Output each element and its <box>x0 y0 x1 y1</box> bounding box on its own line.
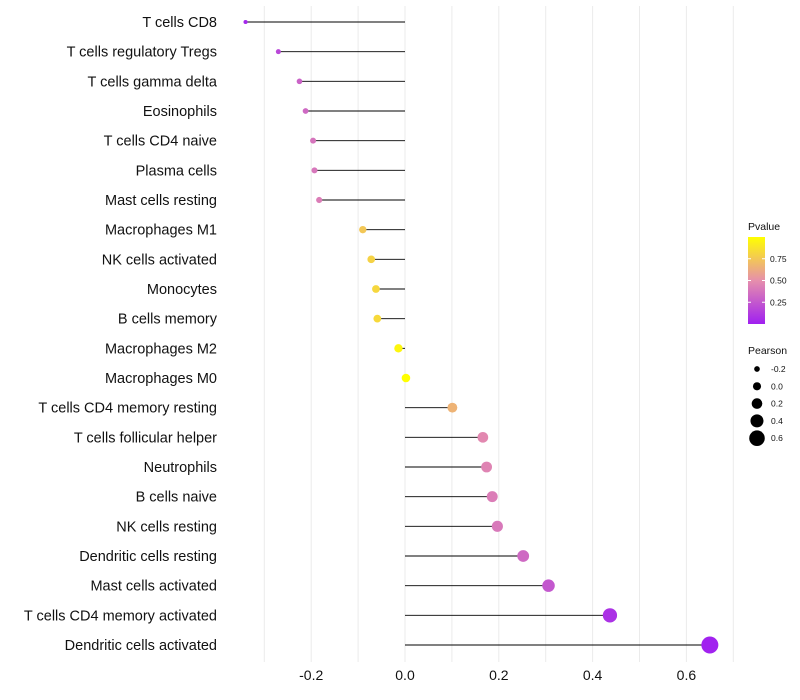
data-point <box>447 402 458 413</box>
x-tick-label: 0.0 <box>395 667 415 683</box>
pearson-legend-title: Pearson <box>748 345 787 357</box>
category-label: T cells CD8 <box>142 15 217 31</box>
x-axis-ticks: -0.2 0.0 0.2 0.4 0.6 <box>299 667 696 683</box>
category-label: Macrophages M1 <box>105 223 217 239</box>
data-point <box>296 78 303 85</box>
data-point <box>243 19 248 25</box>
size-legend-label: 0.6 <box>771 433 783 443</box>
category-label: T cells follicular helper <box>74 430 217 446</box>
colorbar-tick-label: 0.75 <box>770 254 787 264</box>
size-legend-label: 0.0 <box>771 381 783 391</box>
category-label: Eosinophils <box>143 104 217 120</box>
data-point <box>359 225 367 234</box>
data-point <box>477 431 489 443</box>
point-layer <box>243 19 719 654</box>
category-label: T cells regulatory Tregs <box>67 45 217 61</box>
size-legend-label: 0.2 <box>771 399 783 409</box>
data-point <box>701 636 719 654</box>
data-point <box>311 167 318 174</box>
x-tick-label: 0.4 <box>583 667 603 683</box>
data-point <box>542 579 555 592</box>
size-legend-dot <box>754 366 760 372</box>
size-legend-dot <box>751 398 763 409</box>
data-point <box>372 285 380 293</box>
segment-layer <box>245 21 710 646</box>
data-point <box>602 608 618 623</box>
data-point <box>310 137 317 144</box>
data-point <box>367 255 376 264</box>
data-point <box>302 108 309 114</box>
category-label: Dendritic cells resting <box>79 549 217 565</box>
data-point <box>491 520 503 532</box>
colorbar-tick-label: 0.50 <box>770 276 787 286</box>
category-label: T cells gamma delta <box>88 74 218 90</box>
category-label: T cells CD4 memory activated <box>24 608 217 624</box>
category-label: Mast cells resting <box>105 193 217 209</box>
size-legend-label: 0.4 <box>771 416 783 426</box>
pearson-legend: Pearson -0.2 0.0 0.2 0.4 0.6 <box>748 345 787 446</box>
category-label: Neutrophils <box>144 460 217 476</box>
pvalue-legend-title: Pvalue <box>748 221 780 233</box>
category-label: Macrophages M0 <box>105 371 217 387</box>
category-label: B cells memory <box>118 312 218 328</box>
category-label: NK cells resting <box>116 519 217 535</box>
data-point <box>486 491 498 503</box>
x-tick-label: 0.2 <box>489 667 509 683</box>
pvalue-colorbar <box>748 237 765 324</box>
data-point <box>316 196 323 204</box>
data-point <box>394 344 403 353</box>
colorbar-tick-label: 0.25 <box>770 297 787 307</box>
size-legend-dot <box>750 414 764 428</box>
pvalue-legend: Pvalue 0.25 0.50 0.75 <box>748 221 787 324</box>
category-label: T cells CD4 naive <box>104 134 217 150</box>
category-labels: T cells CD8 T cells regulatory Tregs T cel… <box>24 15 218 654</box>
size-legend-dot <box>752 382 762 391</box>
grid-layer <box>263 6 734 662</box>
category-label: Dendritic cells activated <box>65 638 217 654</box>
x-tick-label: 0.6 <box>677 667 697 683</box>
size-legend-dot <box>749 430 765 446</box>
category-label: Monocytes <box>147 282 217 298</box>
data-point <box>517 550 530 562</box>
category-label: B cells naive <box>136 490 217 506</box>
x-tick-label: -0.2 <box>299 667 323 683</box>
category-label: NK cells activated <box>102 252 217 268</box>
data-point <box>481 461 493 473</box>
category-label: T cells CD4 memory resting <box>38 401 217 417</box>
data-point <box>275 49 281 55</box>
data-point <box>373 314 382 323</box>
data-point <box>401 373 411 383</box>
size-legend-label: -0.2 <box>771 364 786 374</box>
category-label: Plasma cells <box>136 163 217 179</box>
category-label: Mast cells activated <box>90 579 217 595</box>
category-label: Macrophages M2 <box>105 341 217 357</box>
